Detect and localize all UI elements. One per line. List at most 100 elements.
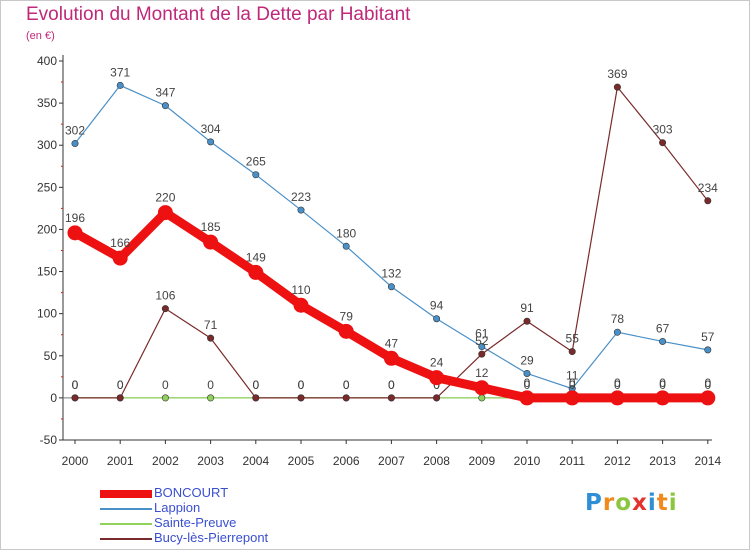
- y-tick-label: 100: [37, 307, 57, 321]
- data-label-lappion: 371: [110, 65, 130, 79]
- data-label-lappion: 302: [65, 124, 85, 138]
- data-label-bucy-les-pierrepont: 106: [155, 289, 175, 303]
- data-point-lappion: [297, 206, 305, 214]
- legend-label-bucy: Bucy-lès-Pierrepont: [154, 530, 269, 545]
- x-tick-label: 2011: [559, 454, 585, 468]
- data-point-lappion: [478, 343, 486, 351]
- data-label-boncourt: 185: [201, 220, 221, 234]
- data-point-boncourt: [474, 380, 490, 396]
- data-point-bucy-les-pierrepont: [116, 394, 124, 402]
- data-label-sainte-preuve: 0: [162, 378, 169, 392]
- data-label-sainte-preuve: 0: [207, 378, 214, 392]
- data-label-lappion: 29: [520, 353, 534, 367]
- data-point-boncourt: [519, 390, 535, 406]
- y-tick-label: 250: [37, 180, 57, 194]
- data-point-bucy-les-pierrepont: [704, 197, 712, 205]
- data-point-bucy-les-pierrepont: [252, 394, 260, 402]
- data-point-lappion: [704, 346, 712, 354]
- y-tick-label: -50: [40, 433, 58, 447]
- data-point-boncourt: [700, 390, 716, 406]
- data-label-bucy-les-pierrepont: 369: [607, 67, 627, 81]
- x-tick-label: 2012: [604, 454, 631, 468]
- legend-swatch-lappion: [100, 508, 152, 510]
- x-tick-label: 2004: [242, 454, 269, 468]
- chart-title: Evolution du Montant de la Dette par Hab…: [26, 4, 411, 25]
- data-label-bucy-les-pierrepont: 234: [698, 181, 718, 195]
- data-label-bucy-les-pierrepont: 303: [653, 123, 673, 137]
- x-tick-label: 2007: [378, 454, 405, 468]
- data-label-bucy-les-pierrepont: 91: [520, 301, 534, 315]
- data-label-bucy-les-pierrepont: 71: [204, 318, 218, 332]
- data-point-sainte-preuve: [478, 394, 486, 402]
- data-label-sainte-preuve: 0: [117, 378, 124, 392]
- x-tick-label: 2013: [649, 454, 676, 468]
- data-label-bucy-les-pierrepont: 0: [117, 378, 124, 392]
- data-point-lappion: [523, 369, 531, 377]
- data-label-lappion: 57: [701, 330, 715, 344]
- data-point-sainte-preuve: [207, 394, 215, 402]
- data-label-sainte-preuve: 0: [252, 378, 259, 392]
- data-label-sainte-preuve: 0: [524, 378, 531, 392]
- x-tick-label: 2005: [288, 454, 315, 468]
- data-point-boncourt: [67, 225, 83, 241]
- data-point-boncourt: [383, 350, 399, 366]
- data-label-lappion: 265: [246, 155, 266, 169]
- y-tick-label: 150: [37, 265, 57, 279]
- data-point-bucy-les-pierrepont: [433, 394, 441, 402]
- legend-label-boncourt: BONCOURT: [154, 485, 229, 500]
- data-point-lappion: [161, 102, 169, 110]
- data-point-bucy-les-pierrepont: [207, 334, 215, 342]
- data-label-boncourt: 110: [291, 283, 310, 297]
- x-tick-label: 2009: [468, 454, 495, 468]
- data-label-boncourt: 196: [65, 211, 85, 225]
- data-point-bucy-les-pierrepont: [568, 348, 576, 356]
- data-point-boncourt: [157, 205, 173, 221]
- x-tick-label: 2008: [423, 454, 450, 468]
- legend-label-sainte-preuve: Sainte-Preuve: [154, 515, 237, 530]
- data-label-lappion: 132: [381, 267, 401, 281]
- data-point-boncourt: [564, 390, 580, 406]
- data-label-bucy-les-pierrepont: 52: [475, 334, 489, 348]
- x-tick-label: 2006: [333, 454, 360, 468]
- data-label-sainte-preuve: 0: [569, 378, 576, 392]
- data-point-boncourt: [112, 250, 128, 266]
- data-label-sainte-preuve: 0: [614, 378, 621, 392]
- data-point-bucy-les-pierrepont: [478, 350, 486, 358]
- y-tick-label: 350: [37, 96, 57, 110]
- legend-swatch-bucy: [100, 538, 152, 540]
- series-line-boncourt: [70, 208, 713, 403]
- data-point-bucy-les-pierrepont: [613, 83, 621, 91]
- data-label-bucy-les-pierrepont: 0: [72, 378, 79, 392]
- data-label-boncourt: 0: [704, 376, 711, 390]
- data-point-bucy-les-pierrepont: [161, 305, 169, 313]
- data-point-boncourt: [655, 390, 671, 406]
- data-label-bucy-les-pierrepont: 0: [343, 378, 350, 392]
- data-label-boncourt: 0: [569, 376, 576, 390]
- legend-label-lappion: Lappion: [154, 500, 201, 515]
- x-tick-label: 2003: [197, 454, 224, 468]
- data-point-lappion: [387, 283, 395, 291]
- data-point-bucy-les-pierrepont: [659, 139, 667, 147]
- data-point-lappion: [71, 140, 79, 148]
- data-label-boncourt: 0: [524, 376, 531, 390]
- data-point-lappion: [116, 81, 124, 89]
- chart-subtitle: (en €): [26, 30, 55, 42]
- data-point-bucy-les-pierrepont: [523, 317, 531, 325]
- data-label-lappion: 347: [155, 86, 175, 100]
- x-tick-label: 2000: [62, 454, 89, 468]
- data-point-bucy-les-pierrepont: [342, 394, 350, 402]
- data-label-bucy-les-pierrepont: 0: [298, 378, 305, 392]
- data-label-sainte-preuve: 0: [343, 378, 350, 392]
- data-label-sainte-preuve: 0: [298, 378, 305, 392]
- x-tick-label: 2001: [107, 454, 134, 468]
- data-point-boncourt: [338, 323, 354, 339]
- data-point-lappion: [252, 171, 260, 179]
- data-label-boncourt: 79: [340, 309, 354, 323]
- proxiti-logo: Proxiti: [585, 490, 678, 516]
- legend-swatch-boncourt: [100, 490, 152, 498]
- y-tick-label: 200: [37, 222, 57, 236]
- data-label-lappion: 67: [656, 321, 670, 335]
- data-point-bucy-les-pierrepont: [297, 394, 305, 402]
